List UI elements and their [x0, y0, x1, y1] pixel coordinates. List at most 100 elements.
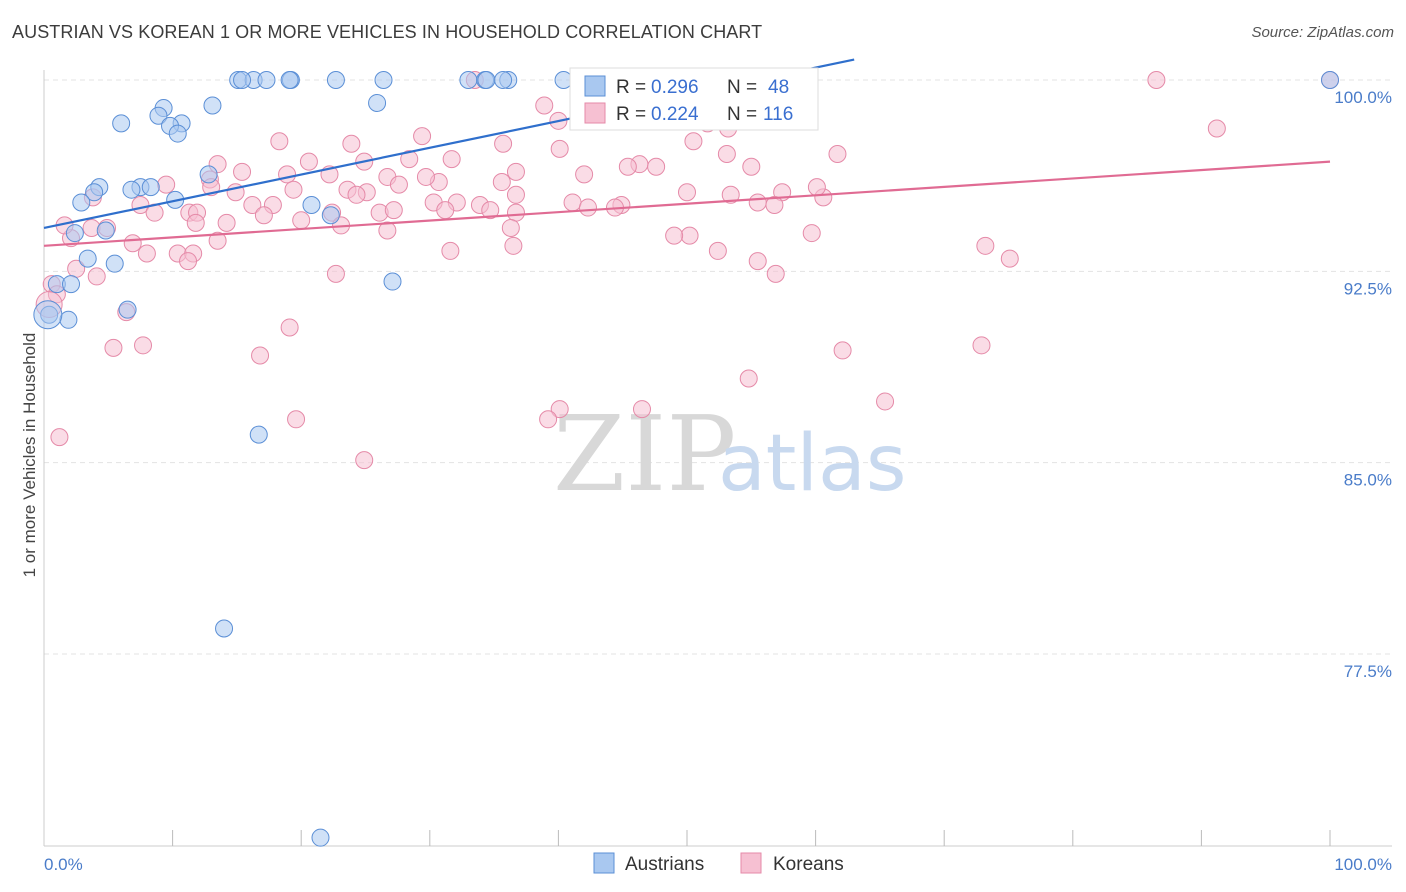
koreans-point: [665, 226, 684, 245]
austrians-point: [215, 619, 234, 638]
koreans-point: [287, 410, 306, 429]
legend-r-label-austrians: R =: [616, 77, 646, 98]
austrians-point: [118, 300, 137, 319]
koreans-point: [378, 221, 397, 240]
legend-n-label-koreans: N =: [727, 104, 757, 125]
legend-r-value-austrians: 0.296: [651, 77, 699, 98]
koreans-point: [123, 234, 142, 253]
austrians-point: [368, 93, 387, 112]
koreans-point: [492, 173, 511, 192]
koreans-point: [721, 185, 740, 204]
austrians-point: [459, 71, 478, 89]
koreans-point: [270, 132, 289, 151]
koreans-point: [766, 264, 785, 283]
axes: [43, 70, 1392, 847]
austrians-point: [85, 183, 104, 202]
austrians-point: [59, 310, 78, 329]
koreans-point: [233, 162, 252, 181]
koreans-point: [501, 218, 520, 237]
koreans-point: [384, 201, 403, 220]
koreans-point: [632, 400, 651, 419]
koreans-point: [389, 175, 408, 194]
koreans-point: [441, 241, 460, 260]
koreans-point: [506, 203, 525, 222]
austrians-point: [1321, 71, 1339, 89]
austrians-point: [494, 71, 513, 89]
koreans-point: [506, 185, 525, 204]
austrians-point: [141, 178, 160, 197]
bottom-legend-koreans: Koreans: [773, 854, 844, 875]
koreans-point: [765, 196, 784, 215]
koreans-point: [1000, 249, 1019, 268]
austrians-point: [122, 180, 141, 199]
austrians-point: [280, 71, 299, 89]
austrians-point: [554, 71, 573, 89]
koreans-point: [243, 196, 262, 215]
austrians-point: [33, 300, 63, 330]
koreans-point: [680, 226, 699, 245]
legend-n-value-koreans: 116: [763, 104, 793, 125]
koreans-point: [342, 134, 361, 153]
koreans-point: [355, 451, 374, 470]
legend-n-value-austrians: 48: [768, 77, 789, 98]
x-tick-right: 100.0%: [1334, 855, 1392, 874]
koreans-point: [278, 165, 297, 184]
koreans-point: [575, 165, 594, 184]
koreans-point: [104, 338, 123, 357]
koreans-point: [1207, 119, 1226, 138]
austrians-points: [33, 71, 1339, 847]
koreans-point: [833, 341, 852, 360]
koreans-point: [550, 139, 569, 158]
koreans-point: [436, 201, 455, 220]
bottom-legend-austrians: Austrians: [625, 854, 704, 875]
koreans-point: [807, 178, 826, 197]
koreans-point: [618, 157, 637, 176]
koreans-point: [292, 211, 311, 230]
x-tick-left: 0.0%: [44, 855, 83, 874]
source-label: Source: ZipAtlas.com: [1251, 24, 1394, 41]
austrians-point: [321, 206, 340, 225]
austrians-point: [374, 71, 393, 89]
austrians-point: [257, 71, 276, 89]
koreans-point: [742, 157, 761, 176]
koreans-point: [284, 180, 303, 199]
chart-title: AUSTRIAN VS KOREAN 1 OR MORE VEHICLES IN…: [12, 22, 763, 42]
koreans-trend-line: [43, 160, 1331, 247]
koreans-point: [208, 231, 227, 250]
austrians-point: [78, 249, 97, 268]
koreans-point: [506, 162, 525, 181]
koreans-point: [413, 127, 432, 146]
austrians-point: [96, 221, 115, 240]
koreans-point: [976, 236, 995, 255]
koreans-point: [347, 185, 366, 204]
koreans-point: [87, 267, 106, 286]
austrians-point: [302, 196, 321, 215]
austrians-point: [65, 224, 84, 243]
austrians-point: [311, 828, 330, 847]
koreans-point: [157, 175, 176, 194]
koreans-point: [647, 157, 666, 176]
koreans-point: [828, 144, 847, 163]
koreans-point: [684, 132, 703, 151]
koreans-point: [748, 252, 767, 271]
bottom-legend-swatch-austrians: [593, 852, 615, 874]
koreans-point: [748, 193, 767, 212]
legend-r-value-koreans: 0.224: [651, 104, 699, 125]
austrians-point: [383, 272, 402, 291]
koreans-point: [876, 392, 895, 411]
koreans-point: [578, 198, 597, 217]
koreans-point: [251, 346, 270, 365]
koreans-point: [299, 152, 318, 171]
legend-swatch-austrians: [584, 75, 606, 97]
koreans-point: [535, 96, 554, 115]
austrians-point: [105, 254, 124, 273]
koreans-point: [442, 150, 461, 169]
koreans-point: [539, 410, 558, 429]
y-tick-label: 85.0%: [1344, 471, 1392, 490]
austrians-point: [112, 114, 131, 133]
legend-box: R = 0.296 N = 48 R = 0.224 N = 116: [569, 67, 819, 131]
bottom-legend-swatch-koreans: [740, 852, 762, 874]
koreans-point: [550, 400, 569, 419]
koreans-point: [708, 241, 727, 260]
koreans-point: [254, 206, 273, 225]
